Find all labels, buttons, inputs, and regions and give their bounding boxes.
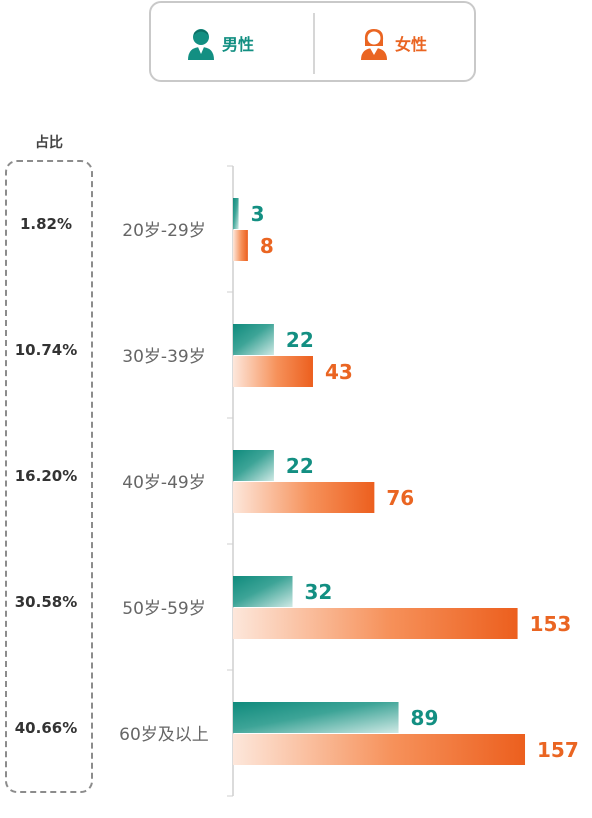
- male-user-icon: [186, 26, 216, 60]
- data-label-male: 22: [286, 328, 314, 352]
- bar-male: [233, 576, 293, 607]
- data-label-male: 89: [411, 706, 439, 730]
- share-value: 16.20%: [14, 467, 78, 485]
- data-label-female: 43: [325, 360, 353, 384]
- legend-divider: [313, 13, 315, 74]
- data-label-female: 157: [537, 738, 579, 762]
- data-label-female: 153: [530, 612, 572, 636]
- legend: 男性 女性: [149, 1, 476, 82]
- age-group-label: 30岁-39岁: [122, 347, 206, 367]
- bar-male: [233, 324, 274, 355]
- bar-female: [233, 230, 248, 261]
- share-value: 30.58%: [14, 593, 78, 611]
- share-column-title: 占比: [35, 135, 63, 151]
- share-value: 40.66%: [14, 719, 78, 737]
- data-label-male: 22: [286, 454, 314, 478]
- share-value: 1.82%: [19, 215, 73, 233]
- bar-female: [233, 608, 518, 639]
- bar-male: [233, 450, 274, 481]
- legend-item-male: 男性: [186, 25, 254, 61]
- data-label-male: 32: [305, 580, 333, 604]
- legend-label-male: 男性: [222, 35, 255, 54]
- bar-male: [233, 198, 239, 229]
- age-group-label: 60岁及以上: [119, 725, 209, 745]
- female-user-icon: [359, 26, 389, 60]
- bar-male: [233, 702, 399, 733]
- age-group-label: 50岁-59岁: [122, 599, 206, 619]
- age-group-label: 40岁-49岁: [122, 473, 206, 493]
- bar-female: [233, 734, 526, 765]
- bar-female: [233, 482, 375, 513]
- bar-female: [233, 356, 313, 387]
- data-label-female: 76: [386, 486, 414, 510]
- legend-item-female: 女性: [359, 25, 427, 61]
- share-value: 10.74%: [14, 341, 78, 359]
- legend-label-female: 女性: [395, 35, 428, 54]
- age-group-label: 20岁-29岁: [122, 221, 206, 241]
- data-label-female: 8: [260, 234, 274, 258]
- data-label-male: 3: [251, 202, 265, 226]
- share-column-box: [5, 160, 93, 793]
